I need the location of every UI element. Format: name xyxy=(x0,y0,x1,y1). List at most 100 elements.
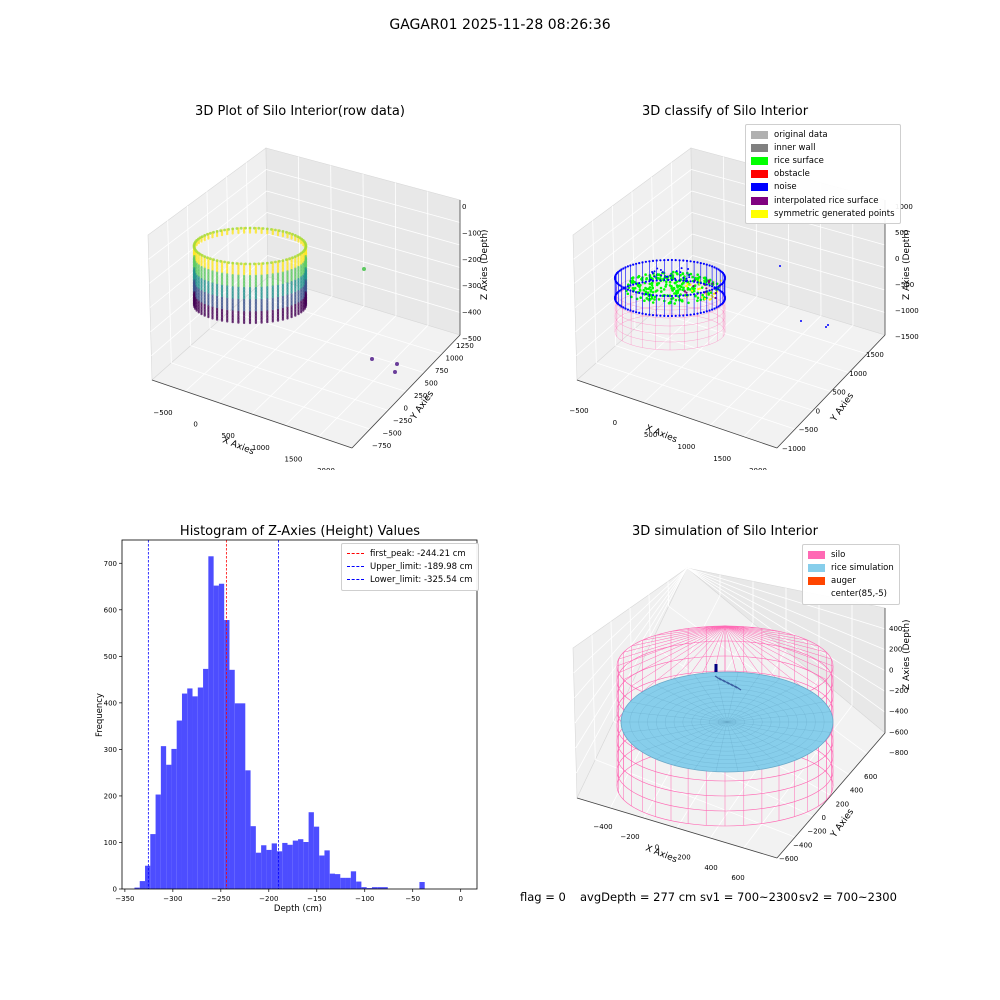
panel2-legend: original data inner wall rice surface obsta… xyxy=(745,124,901,225)
data-point xyxy=(219,229,223,233)
data-point xyxy=(209,231,212,235)
noise-point xyxy=(648,293,651,296)
data-point xyxy=(231,232,234,235)
noise-point xyxy=(644,313,647,316)
y-tick-label: 200 xyxy=(836,800,849,808)
legend-label: symmetric generated points xyxy=(774,208,895,219)
histogram-bar xyxy=(303,842,309,889)
y-tick-label: −1000 xyxy=(782,445,806,453)
data-point xyxy=(294,238,297,242)
histogram-bar xyxy=(229,669,235,889)
rice-surface-point xyxy=(657,298,661,301)
legend-label: interpolated rice surface xyxy=(774,195,879,206)
panel4-legend: silo rice simulation auger center(85,-5) xyxy=(802,544,900,605)
noise-point xyxy=(713,286,716,289)
noise-point xyxy=(635,291,638,294)
noise-point xyxy=(702,311,705,314)
noise-point xyxy=(656,267,659,270)
rice-mesh-line xyxy=(641,721,728,752)
symmetric-point xyxy=(711,282,714,285)
data-point xyxy=(203,234,207,237)
grid-line xyxy=(743,325,854,437)
rice-surface-point xyxy=(673,302,676,305)
panel1-z-axis-label: Z Axies (Depth) xyxy=(480,229,490,300)
legend-swatch xyxy=(751,183,768,192)
data-point xyxy=(281,259,285,262)
rice-surface-point xyxy=(630,295,633,299)
silo-roof-line xyxy=(724,625,808,641)
silo-roof-line xyxy=(724,625,808,692)
histogram-bar xyxy=(350,871,357,889)
panel1-z-ticks: 0 −100 −200 −300 −400 −500 xyxy=(462,203,481,343)
legend-swatch xyxy=(751,156,768,165)
panel1-y-ticks: −750 −500 −250 0 250 500 750 1000 1250 xyxy=(372,342,474,450)
rice-surface-point xyxy=(668,280,672,284)
legend-swatch xyxy=(751,143,768,152)
histogram-bar xyxy=(171,748,177,889)
noise-point xyxy=(708,289,711,292)
histogram-bar xyxy=(145,865,151,889)
data-point xyxy=(207,315,210,319)
legend-label: rice simulation xyxy=(831,562,894,573)
noise-point xyxy=(702,262,705,265)
data-point xyxy=(293,234,297,237)
histogram-bar xyxy=(298,839,304,889)
data-point xyxy=(195,309,198,312)
legend-swatch xyxy=(751,196,768,205)
data-point xyxy=(242,321,246,325)
data-point xyxy=(248,231,252,234)
data-point xyxy=(285,258,288,262)
legend-label: Lower_limit: -325.54 cm xyxy=(370,574,473,585)
rice-surface-point xyxy=(715,282,719,286)
noise-point xyxy=(713,307,716,310)
rice-mesh-line xyxy=(726,721,813,752)
footer-flag: flag = 0 xyxy=(520,890,566,904)
data-point xyxy=(244,226,247,230)
rice-surface-point xyxy=(675,284,679,287)
rice-mesh-line xyxy=(726,721,781,766)
data-point xyxy=(235,227,239,230)
symmetric-point xyxy=(689,283,692,286)
panel2-legend-entry: noise xyxy=(751,181,895,194)
noise-point xyxy=(660,274,663,277)
noise-point xyxy=(667,294,670,298)
data-point xyxy=(270,228,273,231)
y-tick-label: 600 xyxy=(104,606,117,614)
rice-surface-point xyxy=(681,281,685,285)
noise-point xyxy=(689,313,692,316)
histogram-y-axis-label: Frequency xyxy=(95,693,105,737)
z-tick-label: −800 xyxy=(889,749,908,757)
rice-surface-point xyxy=(642,288,646,292)
noise-point xyxy=(702,291,705,294)
silo-roof-line xyxy=(655,625,726,636)
rice-surface-point xyxy=(670,285,673,288)
rice-mesh-line xyxy=(726,711,831,723)
symmetric-point xyxy=(683,290,686,293)
noise-point xyxy=(644,280,647,283)
data-point xyxy=(290,237,293,240)
histogram-bar xyxy=(340,877,346,889)
silo-roof-line xyxy=(724,625,795,636)
data-point xyxy=(274,260,277,264)
symmetric-point xyxy=(685,291,688,294)
silo-roof-line xyxy=(631,625,726,687)
panel2-legend-entry: symmetric generated points xyxy=(751,207,895,220)
noise-point xyxy=(648,260,651,263)
symmetric-point xyxy=(698,287,702,290)
z-tick-label: 500 xyxy=(895,229,908,237)
histogram-bar xyxy=(139,881,146,889)
silo-roof-line xyxy=(631,625,726,647)
data-point xyxy=(266,320,269,324)
x-tick-label: −350 xyxy=(115,895,134,903)
y-tick-label: −500 xyxy=(799,426,818,434)
legend-label: inner wall xyxy=(774,142,816,153)
rice-surface-point xyxy=(660,290,663,293)
rice-surface-point xyxy=(638,285,641,289)
noise-point xyxy=(618,289,621,292)
histogram-bar xyxy=(282,842,288,889)
noise-point xyxy=(717,285,720,288)
x-tick-label: 200 xyxy=(677,854,690,862)
noise-point xyxy=(696,261,699,264)
rice-surface-point xyxy=(635,297,639,301)
